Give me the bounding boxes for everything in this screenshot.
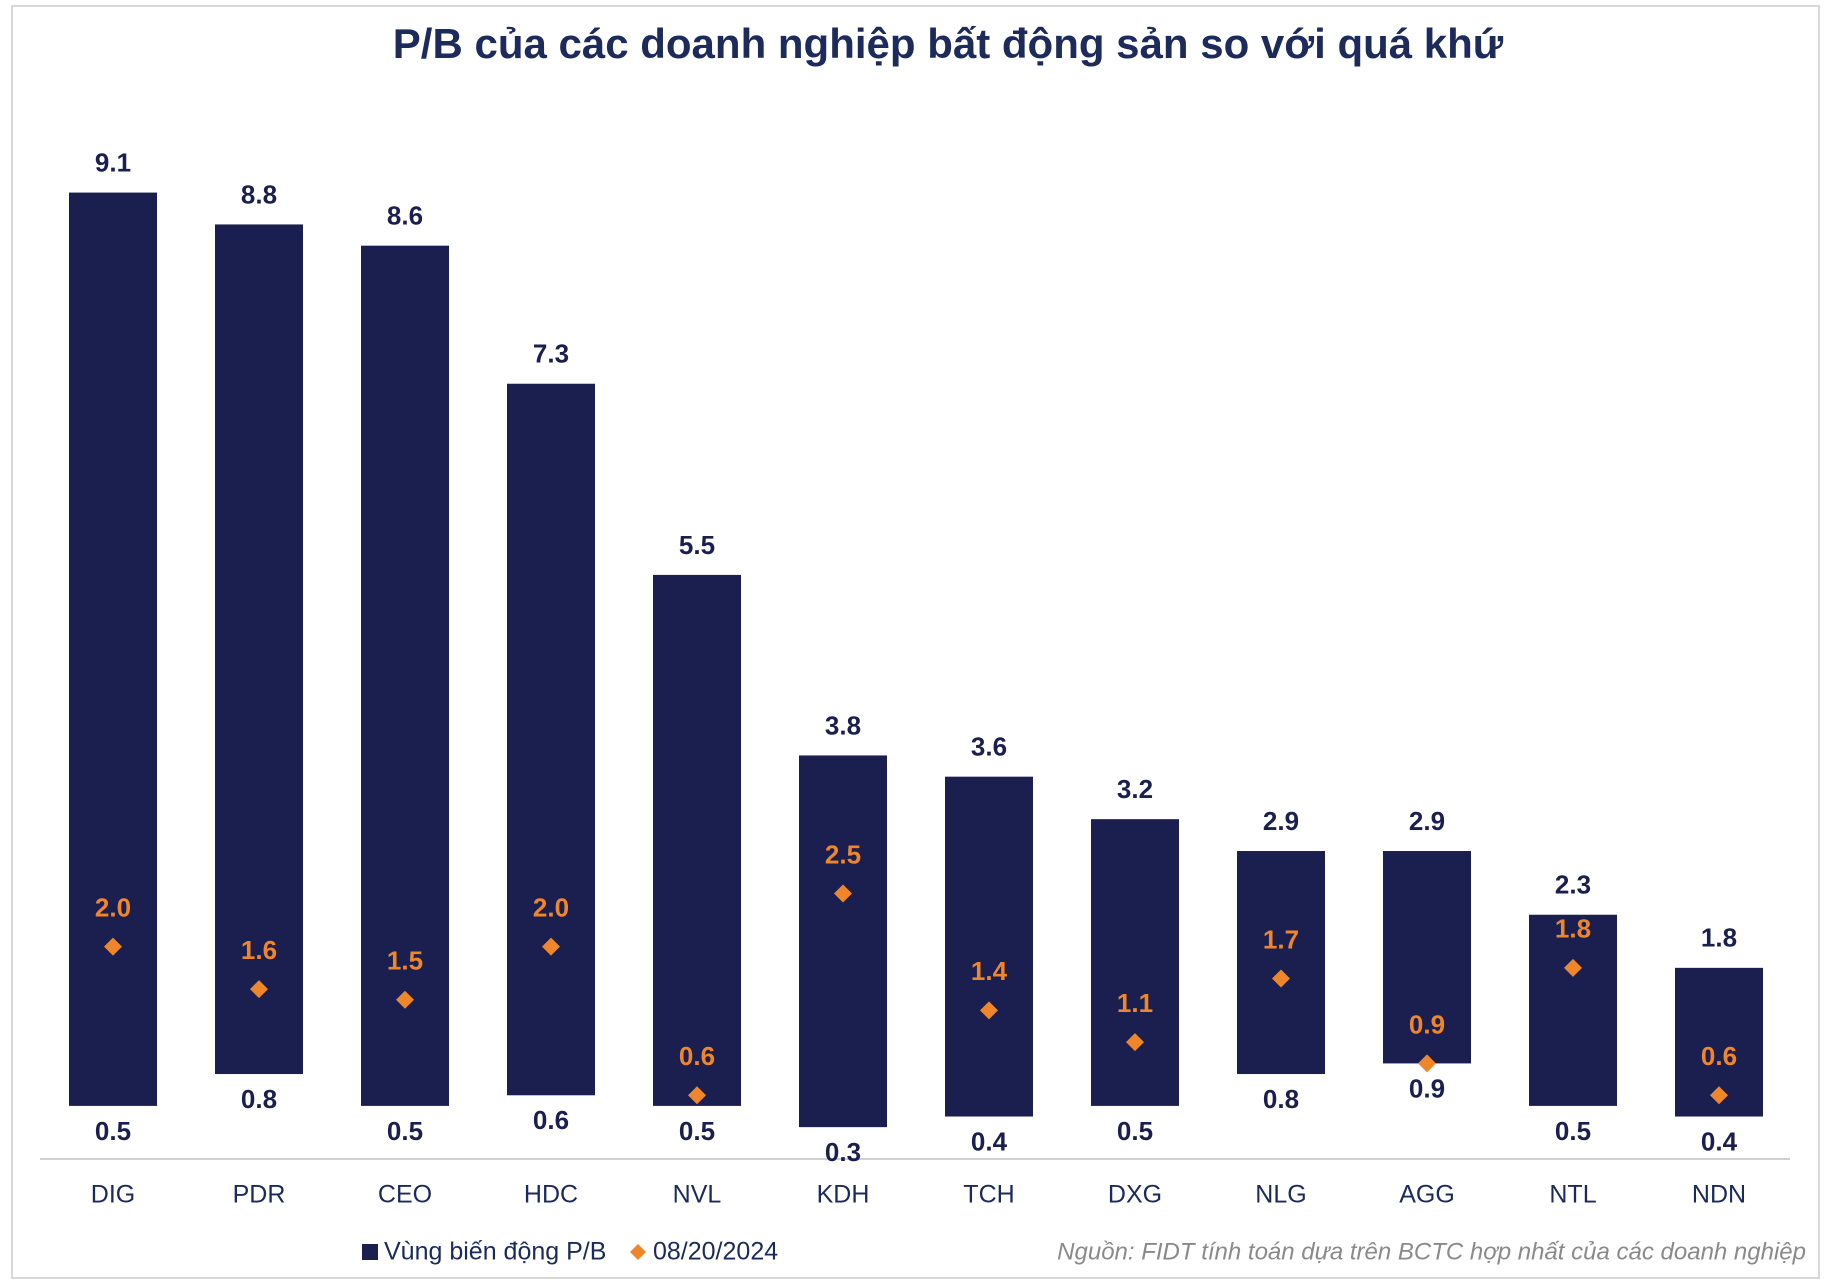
marker-label: 1.7 <box>1263 924 1299 954</box>
high-label: 7.3 <box>533 339 569 369</box>
legend-label: Vùng biến động P/B <box>384 1238 606 1266</box>
marker <box>834 884 852 903</box>
x-tick-label: CEO <box>378 1181 432 1209</box>
high-label: 3.6 <box>971 732 1007 762</box>
high-label: 8.8 <box>241 179 277 209</box>
marker-label: 1.4 <box>971 956 1008 986</box>
low-label: 0.5 <box>1555 1116 1591 1146</box>
low-label: 0.5 <box>679 1116 715 1146</box>
x-tick-label: NTL <box>1549 1181 1596 1209</box>
marker <box>542 937 560 956</box>
marker <box>980 1001 998 1020</box>
range-bar <box>69 192 157 1106</box>
marker <box>1272 969 1290 988</box>
range-bar <box>361 245 449 1106</box>
low-label: 0.5 <box>95 1116 131 1146</box>
low-label: 0.3 <box>825 1137 861 1167</box>
high-label: 3.8 <box>825 710 861 740</box>
range-bar <box>1383 851 1471 1064</box>
low-label: 0.8 <box>1263 1084 1299 1114</box>
marker-label: 2.5 <box>825 839 861 869</box>
range-bar <box>945 776 1033 1117</box>
marker <box>1564 958 1582 977</box>
x-tick-label: NVL <box>673 1181 722 1209</box>
legend-swatch <box>362 1244 378 1260</box>
x-tick-label: KDH <box>817 1181 870 1209</box>
low-label: 0.9 <box>1409 1073 1445 1103</box>
high-label: 2.9 <box>1263 806 1299 836</box>
high-label: 2.3 <box>1555 870 1591 900</box>
marker <box>104 937 122 956</box>
marker-label: 0.9 <box>1409 1009 1445 1039</box>
low-label: 0.5 <box>387 1116 423 1146</box>
high-label: 2.9 <box>1409 806 1445 836</box>
x-tick-label: TCH <box>963 1181 1014 1209</box>
marker <box>1710 1086 1728 1105</box>
low-label: 0.5 <box>1117 1116 1153 1146</box>
marker <box>1418 1054 1436 1073</box>
marker <box>1126 1033 1144 1052</box>
marker-label: 2.0 <box>533 892 569 922</box>
marker-label: 1.6 <box>241 935 277 965</box>
range-bar <box>215 224 303 1075</box>
marker <box>396 990 414 1009</box>
marker-label: 1.5 <box>387 946 423 976</box>
range-bar <box>1091 819 1179 1106</box>
x-tick-label: PDR <box>233 1181 286 1209</box>
range-bar <box>1529 914 1617 1106</box>
marker-label: 1.1 <box>1117 988 1153 1018</box>
source-note: Nguồn: FIDT tính toán dựa trên BCTC hợp … <box>1057 1238 1806 1265</box>
high-label: 9.1 <box>95 147 131 177</box>
x-tick-label: AGG <box>1399 1181 1455 1209</box>
x-tick-label: DXG <box>1108 1181 1162 1209</box>
marker-label: 1.8 <box>1555 914 1591 944</box>
range-bar <box>507 383 595 1096</box>
marker-label: 2.0 <box>95 892 131 922</box>
legend-swatch <box>630 1244 646 1260</box>
low-label: 0.4 <box>1701 1126 1738 1156</box>
chart-title: P/B của các doanh nghiệp bất động sản so… <box>393 20 1504 67</box>
x-tick-label: HDC <box>524 1181 578 1209</box>
marker <box>688 1086 706 1105</box>
low-label: 0.4 <box>971 1126 1008 1156</box>
marker-label: 0.6 <box>1701 1041 1737 1071</box>
range-bar <box>653 574 741 1106</box>
high-label: 3.2 <box>1117 774 1153 804</box>
high-label: 5.5 <box>679 530 715 560</box>
high-label: 8.6 <box>387 201 423 231</box>
low-label: 0.8 <box>241 1084 277 1114</box>
high-label: 1.8 <box>1701 923 1737 953</box>
x-tick-label: NLG <box>1255 1181 1306 1209</box>
range-bar <box>1237 851 1325 1075</box>
x-tick-label: NDN <box>1692 1181 1746 1209</box>
marker <box>250 980 268 999</box>
x-tick-label: DIG <box>91 1181 135 1209</box>
marker-label: 0.6 <box>679 1041 715 1071</box>
low-label: 0.6 <box>533 1105 569 1135</box>
range-bar <box>799 755 887 1128</box>
frame <box>11 5 1820 1279</box>
legend-label: 08/20/2024 <box>653 1238 778 1266</box>
